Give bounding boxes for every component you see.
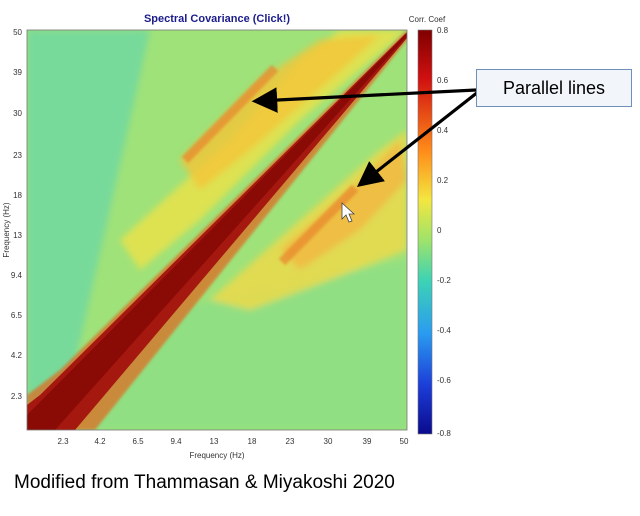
- y-tick-label: 39: [13, 68, 22, 77]
- y-tick-label: 2.3: [11, 392, 23, 401]
- mouse-cursor-icon: [341, 202, 356, 223]
- x-tick-label: 23: [286, 437, 295, 446]
- y-tick-label: 50: [13, 28, 22, 37]
- x-tick-label: 30: [324, 437, 333, 446]
- y-tick-label: 9.4: [11, 271, 23, 280]
- y-axis: 2.3 4.2 6.5 9.4 13 18 23 30 39 50 Freque…: [2, 28, 23, 401]
- x-tick-label: 4.2: [94, 437, 106, 446]
- colorbar-tick-label: 0: [437, 226, 442, 235]
- parallel-lines-callout: Parallel lines: [476, 69, 632, 107]
- colorbar: Corr. Coef 0.8 0.6 0.4 0.2 0 -0.2 -0.4 -…: [409, 15, 452, 438]
- y-tick-label: 23: [13, 151, 22, 160]
- x-tick-label: 39: [363, 437, 372, 446]
- colorbar-tick-label: -0.6: [437, 376, 451, 385]
- colorbar-tick-label: 0.6: [437, 76, 449, 85]
- colorbar-tick-label: 0.2: [437, 176, 449, 185]
- figure-caption: Modified from Thammasan & Miyakoshi 2020: [14, 472, 395, 493]
- x-tick-label: 6.5: [132, 437, 144, 446]
- y-tick-label: 4.2: [11, 351, 23, 360]
- colorbar-tick-label: 0.8: [437, 26, 449, 35]
- x-tick-label: 18: [248, 437, 257, 446]
- y-axis-label: Frequency (Hz): [2, 202, 11, 257]
- arrow-lower: [356, 90, 479, 187]
- chart-title: Spectral Covariance (Click!): [144, 13, 290, 25]
- y-tick-label: 6.5: [11, 311, 23, 320]
- x-tick-label: 13: [210, 437, 219, 446]
- annotation-arrows: [251, 87, 479, 187]
- x-tick-label: 2.3: [57, 437, 69, 446]
- y-tick-label: 30: [13, 109, 22, 118]
- colorbar-tick-label: -0.8: [437, 429, 451, 438]
- arrow-upper: [251, 87, 477, 113]
- y-tick-label: 13: [13, 231, 22, 240]
- x-axis-label: Frequency (Hz): [189, 451, 244, 460]
- diagonal-band: [27, 30, 407, 430]
- colorbar-gradient: [417, 29, 433, 435]
- colorbar-label: Corr. Coef: [409, 15, 446, 24]
- x-tick-label: 50: [400, 437, 409, 446]
- x-axis: 2.3 4.2 6.5 9.4 13 18 23 30 39 50 Freque…: [57, 437, 409, 460]
- spectral-covariance-figure: Spectral Covariance (Click!): [2, 13, 479, 460]
- x-tick-label: 9.4: [170, 437, 182, 446]
- colorbar-tick-label: -0.4: [437, 326, 451, 335]
- y-tick-label: 18: [13, 191, 22, 200]
- colorbar-tick-label: 0.4: [437, 126, 449, 135]
- heatmap[interactable]: [27, 30, 407, 430]
- colorbar-tick-label: -0.2: [437, 276, 451, 285]
